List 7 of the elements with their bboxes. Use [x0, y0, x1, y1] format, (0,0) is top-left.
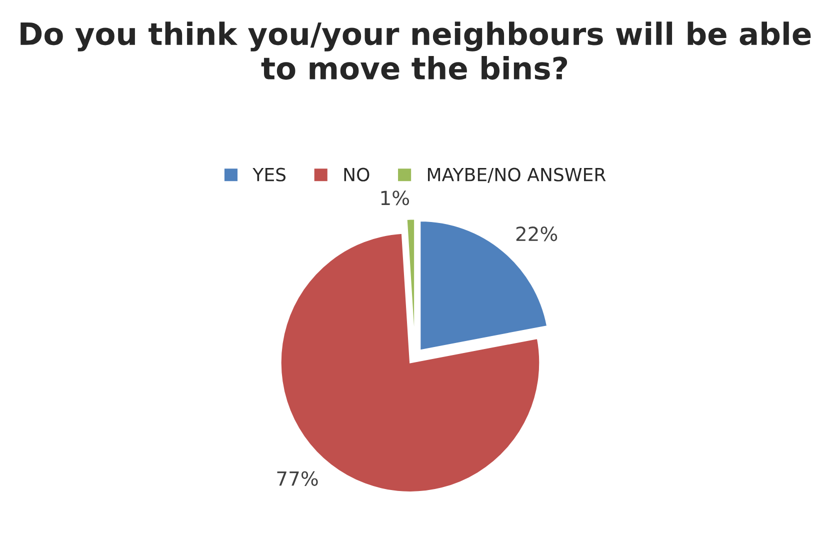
chart-title: Do you think you/your neighbours will be able to move the bins?	[20, 22, 811, 80]
legend-label: NO	[344, 168, 370, 182]
legend-label: MAYBE/NO ANSWER	[428, 168, 606, 183]
data-label: 77%	[277, 471, 318, 486]
legend-label: YES	[252, 168, 286, 182]
data-label: 22%	[516, 226, 558, 242]
data-label: 1%	[381, 190, 409, 206]
